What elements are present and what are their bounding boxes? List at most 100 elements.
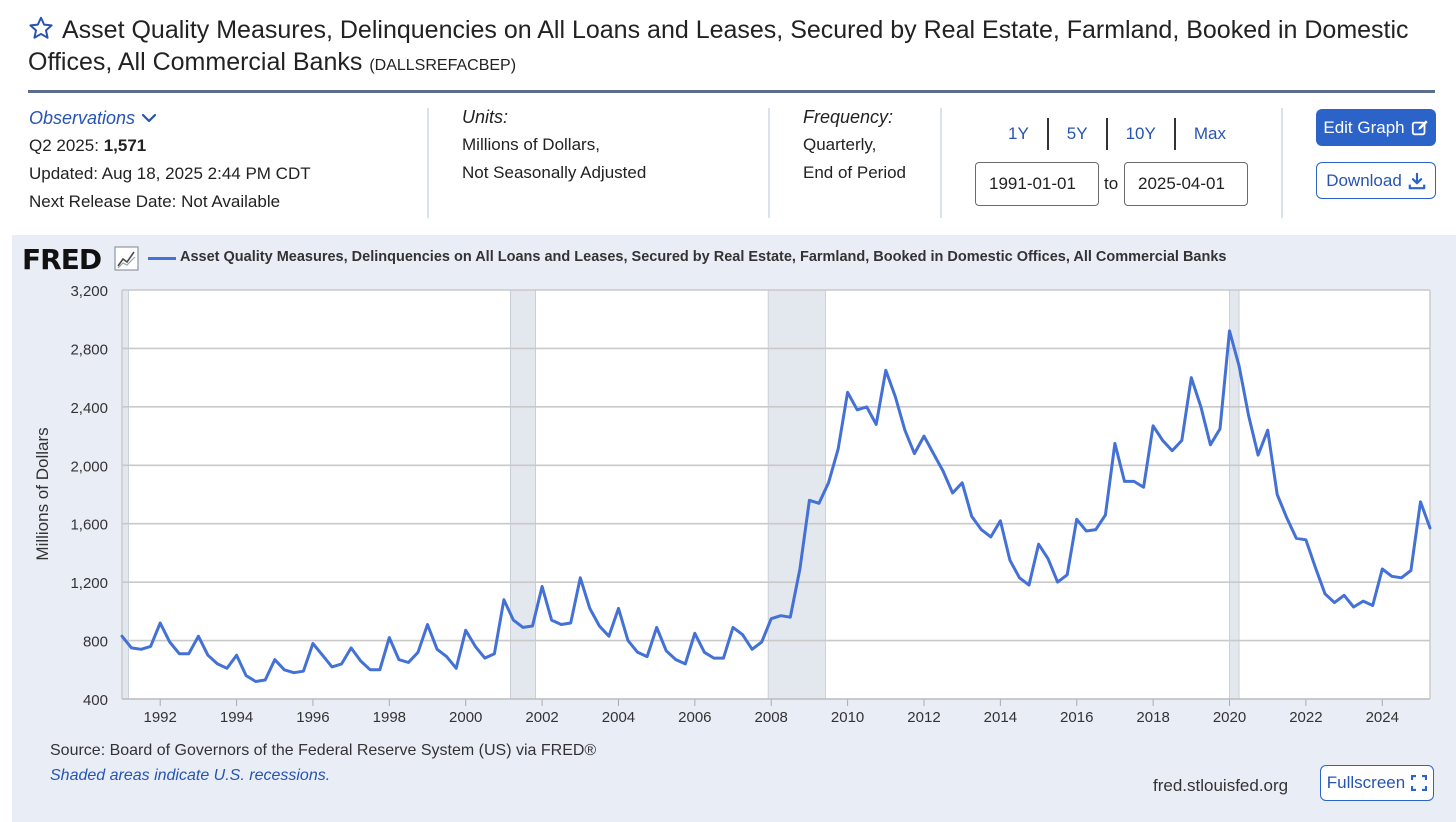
data-point[interactable] bbox=[435, 647, 439, 651]
data-point[interactable] bbox=[196, 634, 200, 638]
data-point[interactable] bbox=[1008, 558, 1012, 562]
data-point[interactable] bbox=[1237, 364, 1241, 368]
data-point[interactable] bbox=[1132, 479, 1136, 483]
data-point[interactable] bbox=[263, 678, 267, 682]
data-point[interactable] bbox=[635, 650, 639, 654]
data-point[interactable] bbox=[1266, 428, 1270, 432]
data-point[interactable] bbox=[702, 650, 706, 654]
recession-note[interactable]: Shaded areas indicate U.S. recessions. bbox=[50, 767, 331, 784]
data-point[interactable] bbox=[339, 662, 343, 666]
data-point[interactable] bbox=[1208, 443, 1212, 447]
data-point[interactable] bbox=[464, 628, 468, 632]
data-point[interactable] bbox=[674, 657, 678, 661]
data-point[interactable] bbox=[1103, 513, 1107, 517]
data-point[interactable] bbox=[941, 469, 945, 473]
data-point[interactable] bbox=[1332, 600, 1336, 604]
data-point[interactable] bbox=[1161, 438, 1165, 442]
edit-graph-button[interactable]: Edit Graph bbox=[1316, 109, 1436, 146]
data-point[interactable] bbox=[664, 649, 668, 653]
data-point[interactable] bbox=[1409, 568, 1413, 572]
data-point[interactable] bbox=[788, 615, 792, 619]
start-date-input[interactable]: 1991-01-01 bbox=[975, 162, 1099, 206]
data-point[interactable] bbox=[893, 394, 897, 398]
data-point[interactable] bbox=[416, 650, 420, 654]
data-point[interactable] bbox=[1361, 599, 1365, 603]
data-point[interactable] bbox=[1227, 329, 1231, 333]
data-point[interactable] bbox=[1342, 593, 1346, 597]
data-point[interactable] bbox=[425, 622, 429, 626]
data-point[interactable] bbox=[530, 624, 534, 628]
data-point[interactable] bbox=[244, 673, 248, 677]
data-point[interactable] bbox=[1075, 517, 1079, 521]
data-point[interactable] bbox=[874, 422, 878, 426]
data-point[interactable] bbox=[1256, 453, 1260, 457]
data-point[interactable] bbox=[1065, 573, 1069, 577]
data-point[interactable] bbox=[378, 668, 382, 672]
data-point[interactable] bbox=[1428, 526, 1432, 530]
data-point[interactable] bbox=[129, 646, 133, 650]
observations-toggle[interactable]: Observations bbox=[29, 104, 311, 132]
data-point[interactable] bbox=[903, 428, 907, 432]
data-point[interactable] bbox=[950, 491, 954, 495]
data-point[interactable] bbox=[884, 368, 888, 372]
data-point[interactable] bbox=[1313, 565, 1317, 569]
data-point[interactable] bbox=[158, 621, 162, 625]
data-point[interactable] bbox=[1304, 538, 1308, 542]
data-point[interactable] bbox=[693, 631, 697, 635]
data-point[interactable] bbox=[320, 653, 324, 657]
data-point[interactable] bbox=[1055, 580, 1059, 584]
data-point[interactable] bbox=[1027, 583, 1031, 587]
data-point[interactable] bbox=[1380, 567, 1384, 571]
data-point[interactable] bbox=[721, 656, 725, 660]
data-point[interactable] bbox=[569, 621, 573, 625]
data-point[interactable] bbox=[1285, 516, 1289, 520]
data-point[interactable] bbox=[1294, 536, 1298, 540]
data-point[interactable] bbox=[769, 617, 773, 621]
data-point[interactable] bbox=[349, 646, 353, 650]
data-point[interactable] bbox=[521, 625, 525, 629]
data-point[interactable] bbox=[1046, 557, 1050, 561]
data-point[interactable] bbox=[330, 665, 334, 669]
data-point[interactable] bbox=[845, 390, 849, 394]
data-point[interactable] bbox=[607, 634, 611, 638]
data-point[interactable] bbox=[1390, 574, 1394, 578]
data-point[interactable] bbox=[807, 498, 811, 502]
data-point[interactable] bbox=[483, 656, 487, 660]
data-point[interactable] bbox=[1218, 427, 1222, 431]
fred-url[interactable]: fred.stlouisfed.org bbox=[1153, 776, 1289, 795]
data-point[interactable] bbox=[760, 640, 764, 644]
data-point[interactable] bbox=[989, 535, 993, 539]
data-point[interactable] bbox=[588, 606, 592, 610]
star-icon[interactable] bbox=[28, 15, 54, 41]
data-point[interactable] bbox=[1084, 529, 1088, 533]
data-point[interactable] bbox=[865, 405, 869, 409]
data-point[interactable] bbox=[177, 652, 181, 656]
data-point[interactable] bbox=[912, 451, 916, 455]
data-point[interactable] bbox=[454, 666, 458, 670]
data-point[interactable] bbox=[234, 653, 238, 657]
data-point[interactable] bbox=[359, 659, 363, 663]
data-point[interactable] bbox=[139, 647, 143, 651]
data-point[interactable] bbox=[779, 614, 783, 618]
range-max-button[interactable]: Max bbox=[1193, 124, 1226, 143]
data-point[interactable] bbox=[1418, 500, 1422, 504]
data-point[interactable] bbox=[273, 657, 277, 661]
data-point[interactable] bbox=[826, 481, 830, 485]
data-point[interactable] bbox=[282, 668, 286, 672]
data-point[interactable] bbox=[368, 668, 372, 672]
data-point[interactable] bbox=[1189, 375, 1193, 379]
data-point[interactable] bbox=[1180, 438, 1184, 442]
data-point[interactable] bbox=[148, 644, 152, 648]
data-point[interactable] bbox=[311, 641, 315, 645]
data-point[interactable] bbox=[1246, 413, 1250, 417]
data-point[interactable] bbox=[931, 451, 935, 455]
data-point[interactable] bbox=[1017, 576, 1021, 580]
data-point[interactable] bbox=[292, 671, 296, 675]
data-point[interactable] bbox=[1371, 603, 1375, 607]
data-point[interactable] bbox=[683, 662, 687, 666]
data-point[interactable] bbox=[998, 519, 1002, 523]
data-point[interactable] bbox=[168, 640, 172, 644]
data-point[interactable] bbox=[578, 576, 582, 580]
data-point[interactable] bbox=[979, 527, 983, 531]
data-point[interactable] bbox=[1141, 485, 1145, 489]
